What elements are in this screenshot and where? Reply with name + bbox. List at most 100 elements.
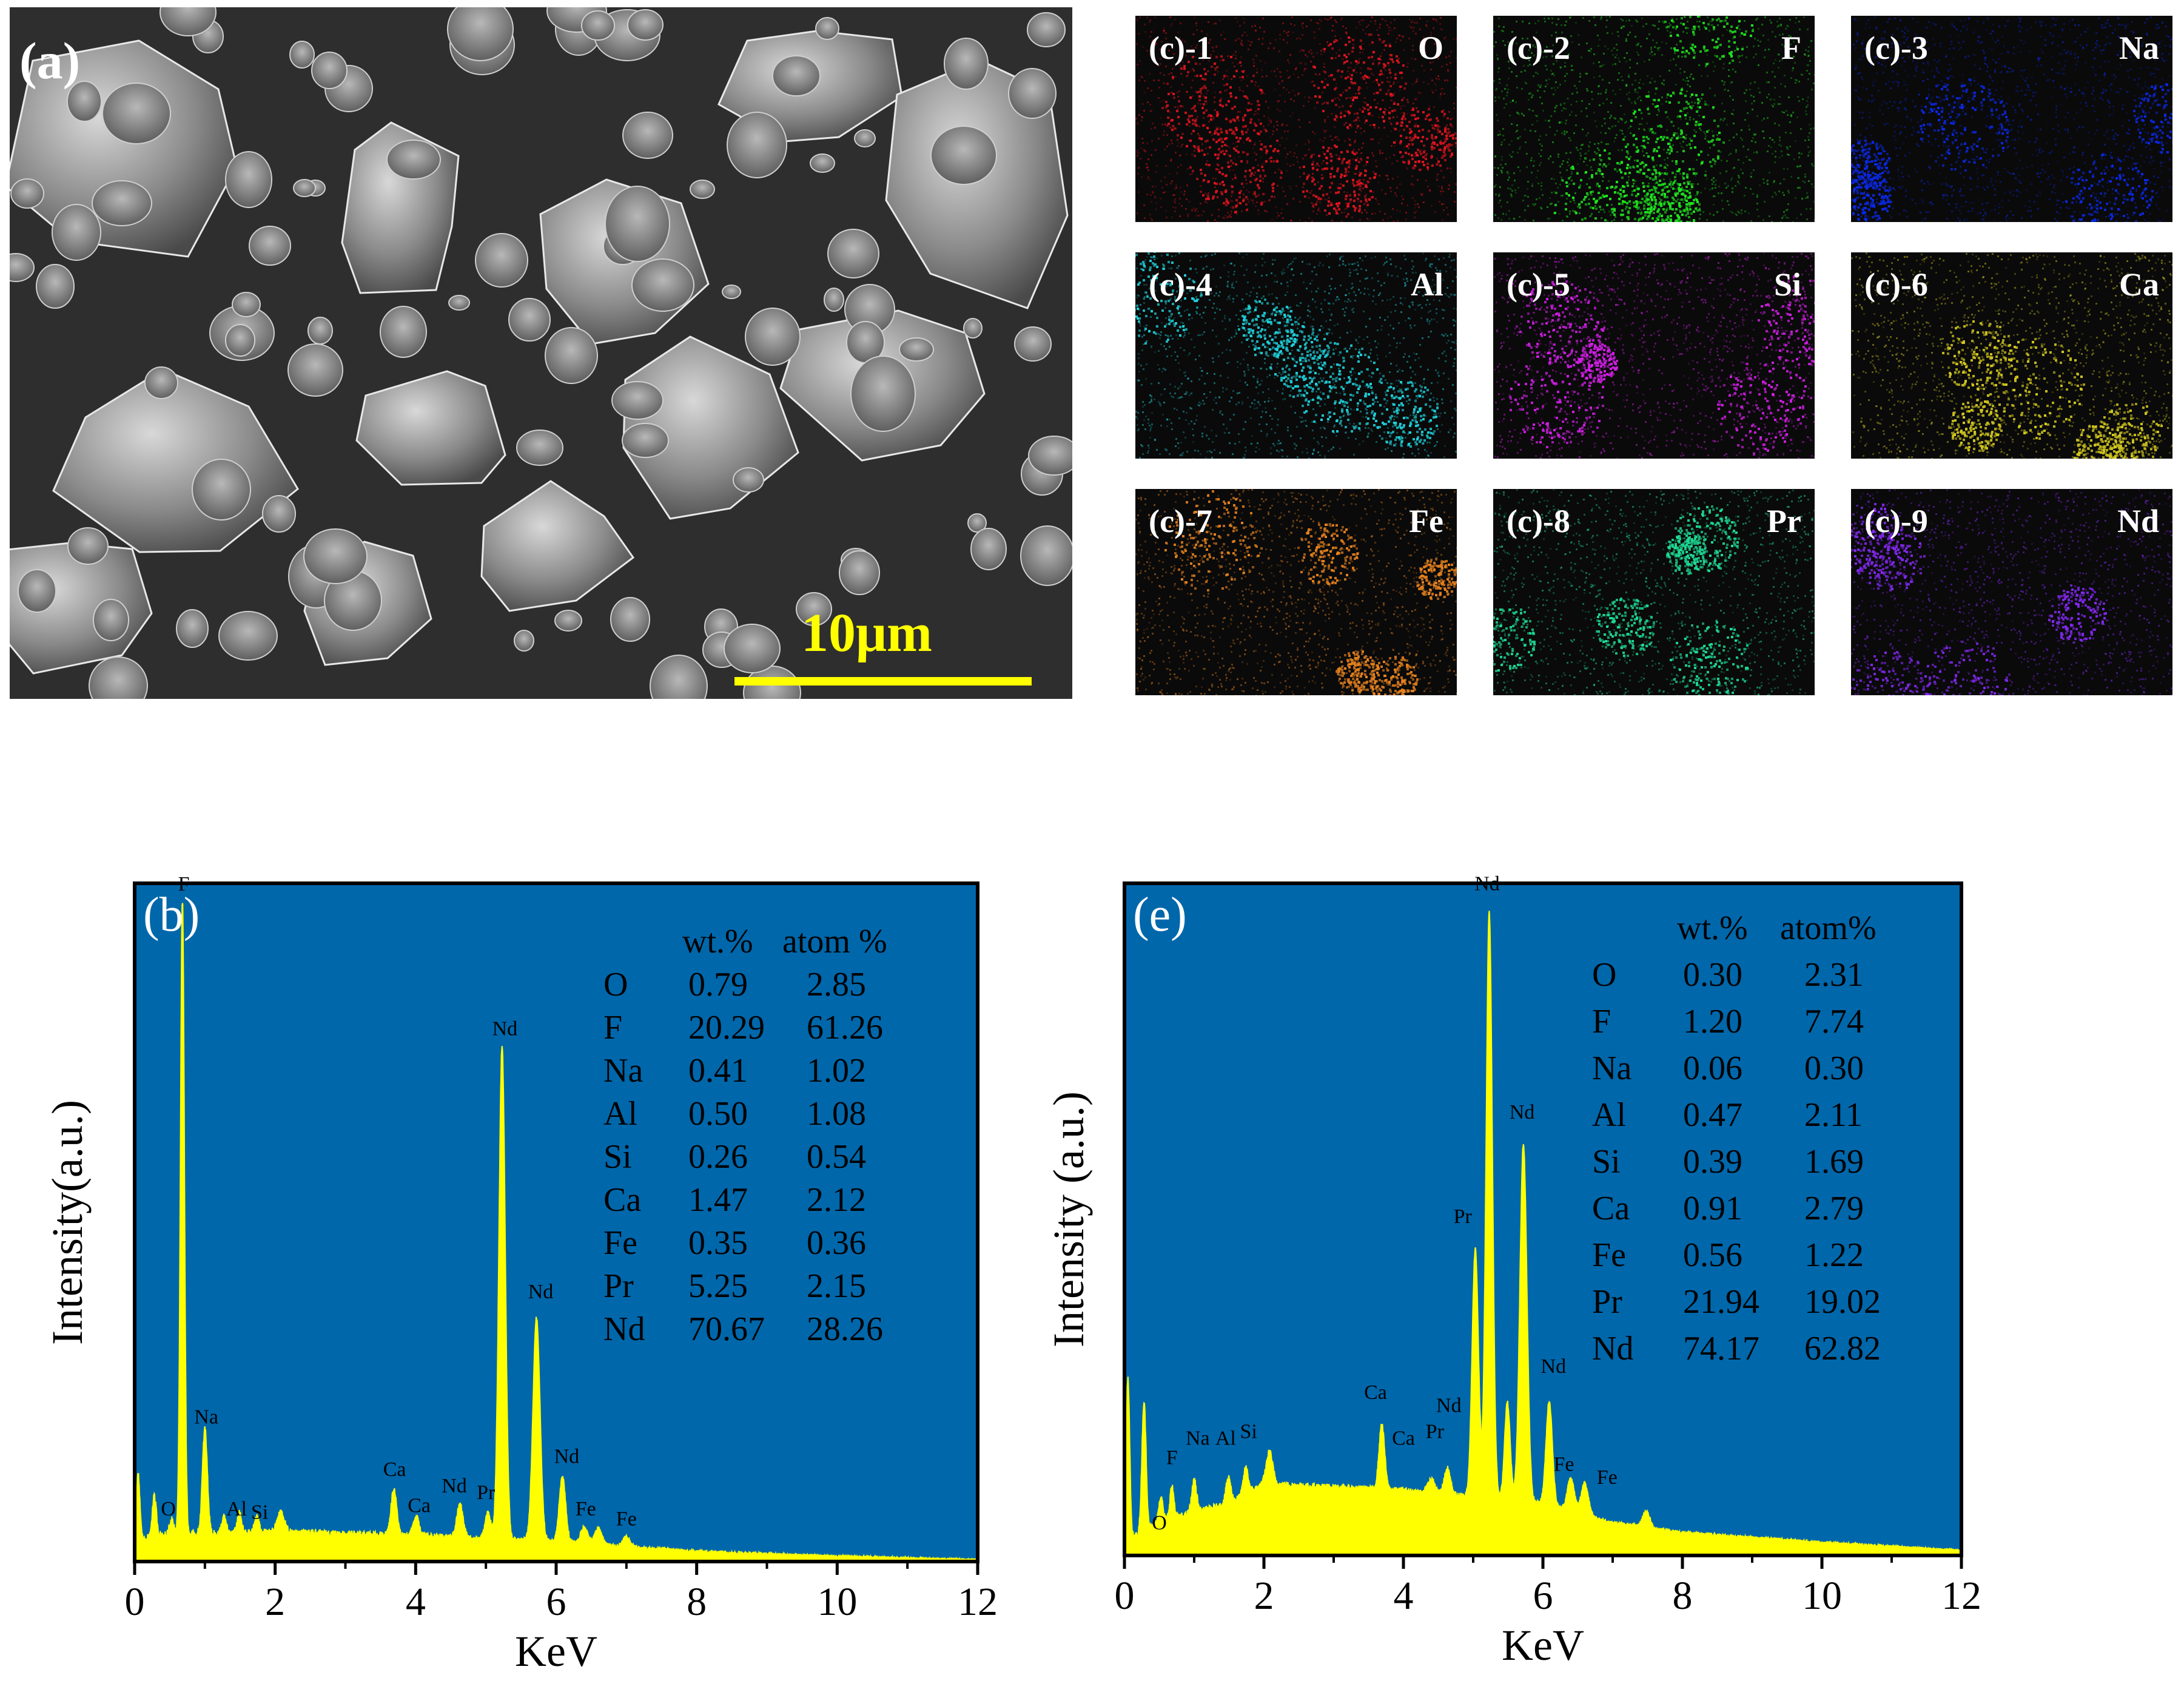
element-map-label: (c)-2 (1507, 29, 1570, 67)
sem-particle (727, 112, 787, 178)
sem-particle (92, 180, 152, 226)
table-element: Fe (1592, 1236, 1626, 1274)
table-element: Na (1592, 1050, 1631, 1087)
sem-particle (854, 129, 876, 147)
table-element: Nd (603, 1310, 645, 1348)
peak-label: Nd (442, 1475, 467, 1497)
table-atom-value: 62.82 (1804, 1330, 1881, 1367)
table-element: O (603, 966, 628, 1003)
sem-particle (631, 258, 694, 312)
element-map-dots (1135, 16, 1457, 222)
sem-particle (448, 295, 470, 311)
sem-particle (52, 204, 101, 261)
x-tick-label: 12 (958, 1580, 998, 1624)
sem-particle (508, 298, 551, 342)
sem-particle (36, 264, 75, 309)
sem-particle (622, 112, 673, 159)
table-atom-value: 1.02 (807, 1052, 866, 1090)
sem-particle (605, 186, 670, 262)
table-element: O (1592, 956, 1616, 994)
table-atom-value: 2.15 (807, 1267, 866, 1305)
peak-label: Al (226, 1498, 247, 1520)
sem-particle (176, 609, 209, 648)
sem-particle (225, 324, 255, 357)
table-atom-value: 2.79 (1804, 1190, 1864, 1227)
sem-particle (303, 528, 368, 584)
scale-bar (734, 677, 1032, 686)
sem-particle (824, 288, 844, 312)
table-wt-value: 0.50 (688, 1095, 748, 1133)
sem-particle (249, 226, 291, 266)
table-atom-value: 28.26 (807, 1310, 883, 1348)
x-tick-label: 10 (1802, 1574, 1842, 1618)
sem-particle (93, 599, 129, 641)
table-wt-value: 5.25 (688, 1267, 748, 1305)
element-map-dots (1493, 16, 1815, 222)
element-map-label: (c)-6 (1864, 266, 1928, 303)
sem-image: (a) 10μm (10, 7, 1072, 699)
peak-label: Si (1240, 1421, 1257, 1443)
peak-label: Fe (1597, 1466, 1618, 1489)
element-map-symbol: O (1418, 29, 1443, 67)
peak-label: Nd (1436, 1395, 1462, 1417)
x-tick-label: 8 (1673, 1574, 1693, 1618)
element-map-dots (1851, 489, 2172, 695)
sem-particle (930, 126, 997, 185)
element-map-f: (c)-2 F (1493, 16, 1815, 222)
table-wt-value: 1.20 (1683, 1003, 1742, 1040)
element-map-nd: (c)-9 Nd (1851, 489, 2172, 695)
table-element: Ca (1592, 1190, 1630, 1227)
x-tick-label: 12 (1941, 1574, 1981, 1618)
table-wt-value: 1.47 (688, 1181, 748, 1219)
peak-label: Nd (554, 1445, 580, 1468)
element-map-symbol: Fe (1409, 502, 1443, 540)
sem-particle (10, 178, 44, 209)
table-wt-value: 0.30 (1683, 956, 1742, 994)
x-axis-label: KeV (515, 1627, 597, 1676)
y-axis-label: Intensity (a.u.) (1044, 1091, 1093, 1347)
element-map-dots (1851, 16, 2172, 222)
table-wt-value: 70.67 (688, 1310, 765, 1348)
sem-particle (627, 9, 664, 41)
table-element: Al (1592, 1096, 1626, 1134)
sem-particle (289, 41, 315, 69)
sem-particle (144, 366, 178, 399)
peak-label: F (1166, 1447, 1178, 1469)
sem-particles (10, 7, 1072, 699)
y-axis-label: Intensity(a.u.) (43, 1100, 92, 1345)
sem-particle (1014, 326, 1052, 362)
table-element: Na (603, 1052, 643, 1090)
table-element: F (1592, 1003, 1611, 1040)
table-wt-value: 0.26 (688, 1138, 748, 1176)
element-map-label: (c)-3 (1864, 29, 1928, 67)
peak-label: Si (251, 1501, 268, 1524)
table-atom-value: 1.22 (1804, 1236, 1864, 1274)
peak-label: Ca (408, 1495, 431, 1517)
table-element: Ca (603, 1181, 641, 1219)
sem-particle (225, 151, 272, 208)
table-wt-value: 0.41 (688, 1052, 748, 1090)
sem-particle (724, 624, 781, 673)
table-wt-value: 0.35 (688, 1224, 748, 1262)
peak-label: Fe (576, 1498, 596, 1520)
table-header-atom: atom% (1780, 909, 1877, 947)
sem-particle (380, 306, 427, 358)
table-element: Al (603, 1095, 637, 1133)
sem-particle (67, 527, 109, 565)
sem-particle (827, 229, 879, 278)
peak-label: Pr (1426, 1421, 1445, 1443)
peak-label: O (1152, 1512, 1167, 1534)
sem-particle (850, 356, 916, 432)
table-wt-value: 74.17 (1683, 1330, 1759, 1367)
sem-particle (311, 52, 348, 89)
table-element: Si (1592, 1143, 1621, 1181)
sem-particle (516, 430, 563, 466)
table-atom-value: 61.26 (807, 1009, 883, 1046)
sem-particle (192, 459, 251, 521)
element-map-symbol: Na (2119, 29, 2159, 67)
sem-particle (232, 292, 261, 317)
table-wt-value: 0.39 (1683, 1143, 1742, 1181)
element-map-al: (c)-4 Al (1135, 252, 1457, 459)
